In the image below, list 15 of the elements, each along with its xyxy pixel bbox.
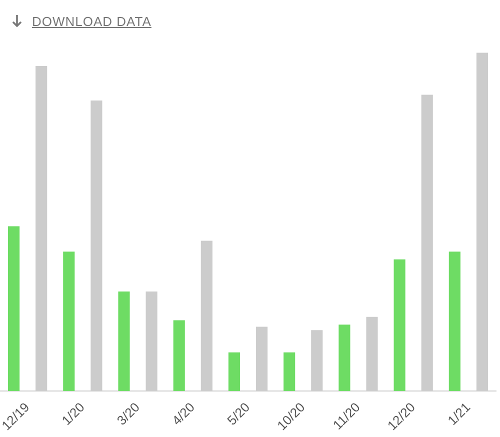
bar [63,252,75,391]
bar [284,352,296,391]
bar [338,324,350,391]
x-tick-label: 1/20 [58,400,88,428]
bar [8,226,20,391]
bar [173,320,185,391]
bar [228,352,240,391]
x-tick-label: 4/20 [169,400,198,428]
bar [118,292,130,391]
bar [448,252,460,391]
bar [394,259,406,391]
x-tick-label: 5/20 [224,400,253,428]
x-tick-label: 1/21 [444,400,474,428]
x-tick-label: 3/20 [114,400,142,428]
text: DOWNLOAD DATA [32,14,152,28]
